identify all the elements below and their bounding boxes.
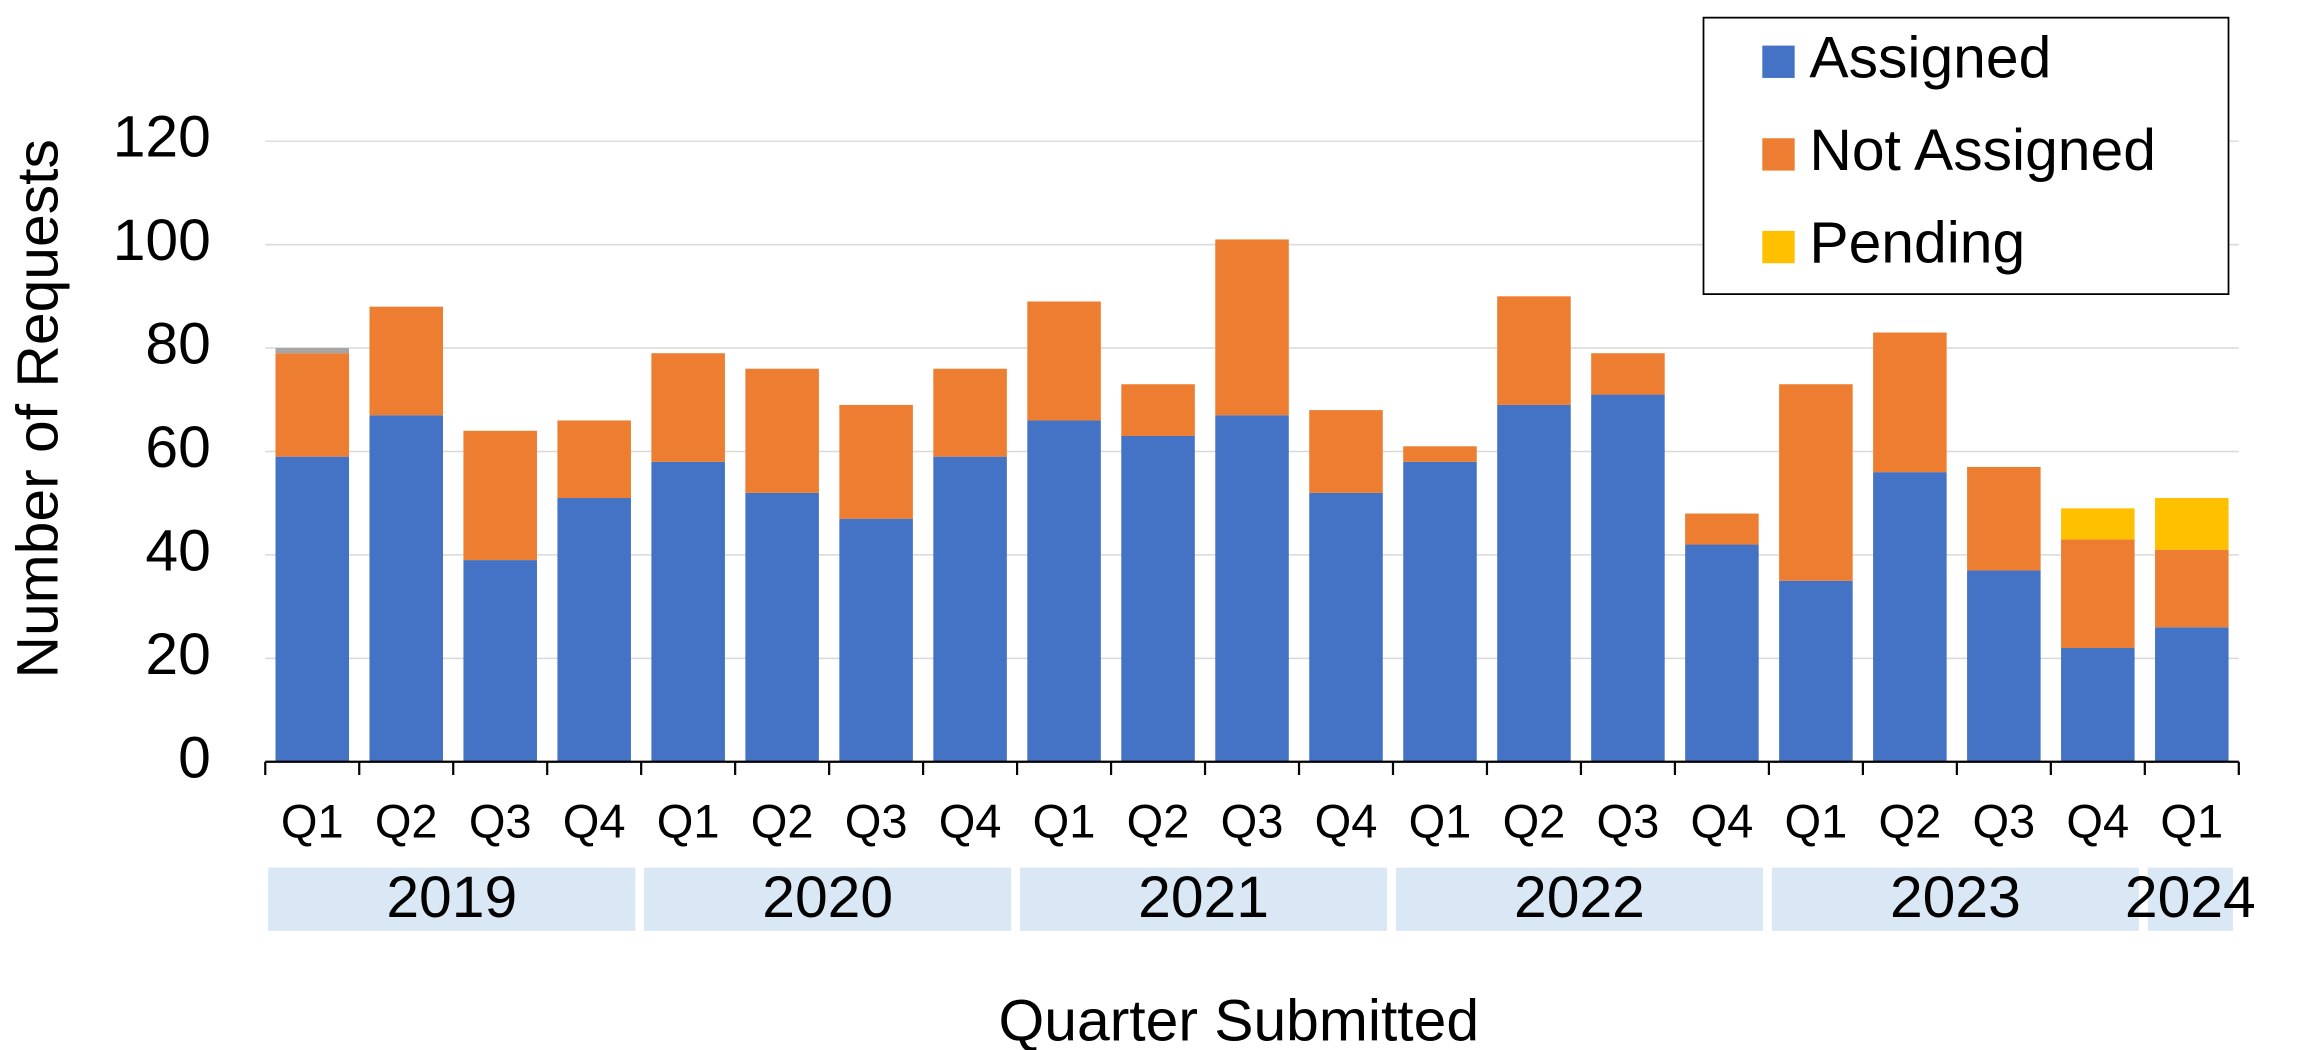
bar-segment: [745, 368, 819, 493]
x-axis-title: Quarter Submitted: [999, 989, 1480, 1050]
bar-segment: [1309, 492, 1383, 762]
legend-swatch: [1762, 45, 1795, 78]
legend-label: Not Assigned: [1809, 118, 2156, 183]
year-box: [1020, 867, 1388, 931]
bar-segment: [1309, 410, 1383, 493]
y-tick-label: 0: [178, 725, 211, 790]
bar-segment: [839, 518, 913, 762]
x-tick-label: Q1: [1785, 794, 1848, 847]
bar-segment: [1403, 446, 1477, 462]
x-tick-label: Q2: [375, 794, 438, 847]
bar-segment: [839, 404, 913, 519]
year-box: [644, 867, 1012, 931]
x-tick-label: Q1: [281, 794, 344, 847]
x-tick-label: Q3: [469, 794, 532, 847]
y-tick-label: 40: [145, 518, 210, 583]
legend-swatch: [1762, 138, 1795, 171]
bar-segment: [1403, 461, 1477, 762]
bar-segment: [745, 492, 819, 762]
bar-segment: [2155, 549, 2229, 628]
year-label: 2021: [1138, 865, 1269, 930]
year-label: 2024: [2125, 865, 2256, 930]
x-tick-label: Q2: [1878, 794, 1941, 847]
bar-segment: [1497, 296, 1571, 405]
x-tick-label: Q3: [1972, 794, 2035, 847]
x-tick-label: Q2: [1503, 794, 1566, 847]
legend-label: Assigned: [1809, 25, 2051, 90]
year-label: 2019: [386, 865, 517, 930]
y-axis-title: Number of Requests: [5, 139, 70, 678]
bar-segment: [557, 498, 631, 762]
legend-label: Pending: [1809, 211, 2025, 276]
y-tick-label: 20: [145, 622, 210, 687]
y-tick-label: 120: [113, 105, 211, 170]
bar-segment: [933, 456, 1007, 762]
bar-segment: [651, 461, 725, 762]
bar-segment: [1779, 580, 1853, 762]
x-tick-label: Q4: [1315, 794, 1378, 847]
bar-segment: [1685, 513, 1759, 545]
y-tick-label: 80: [145, 312, 210, 377]
year-box: [1395, 867, 1764, 931]
bar-segment: [1873, 332, 1947, 473]
x-tick-label: Q1: [2160, 794, 2223, 847]
bar-segment: [2061, 508, 2135, 540]
bar-segment: [275, 456, 350, 762]
x-tick-label: Q4: [939, 794, 1002, 847]
bar-segment: [1121, 384, 1195, 436]
bar-segment: [2155, 627, 2229, 762]
bar-segment: [1497, 404, 1571, 762]
bar-segment: [369, 415, 443, 762]
bar-segment: [651, 353, 725, 462]
x-tick-label: Q3: [845, 794, 908, 847]
bar-segment: [1591, 394, 1665, 762]
legend-swatch: [1762, 230, 1795, 264]
bar-segment: [1967, 466, 2041, 571]
year-box: [2147, 867, 2233, 931]
year-label: 2022: [1514, 865, 1645, 930]
bar-segment: [369, 306, 443, 416]
x-tick-label: Q1: [1409, 794, 1472, 847]
bar-segment: [1685, 544, 1759, 762]
x-tick-label: Q4: [563, 794, 626, 847]
bar-segment: [1121, 435, 1195, 762]
y-tick-label: 100: [113, 208, 211, 273]
y-tick-label: 60: [145, 415, 210, 480]
x-tick-label: Q1: [1033, 794, 1096, 847]
bar-segment: [1027, 420, 1101, 762]
bar-segment: [1215, 415, 1289, 762]
bar-segment: [933, 368, 1007, 457]
x-tick-label: Q2: [1127, 794, 1190, 847]
year-label: 2023: [1890, 865, 2021, 930]
year-label: 2020: [762, 865, 893, 930]
bar-segment: [1027, 301, 1101, 421]
bar-segment: [1779, 384, 1853, 581]
bar-segment: [557, 420, 631, 499]
bar-segment: [1591, 353, 1665, 395]
x-tick-label: Q3: [1597, 794, 1660, 847]
x-tick-label: Q3: [1221, 794, 1284, 847]
x-tick-label: Q4: [2066, 794, 2129, 847]
bar-segment: [2061, 647, 2135, 762]
year-box: [1771, 867, 2139, 931]
bar-segment: [2155, 498, 2229, 550]
bar-segment: [275, 353, 350, 457]
x-tick-label: Q1: [657, 794, 720, 847]
bar-segment: [2061, 539, 2135, 648]
x-tick-label: Q4: [1691, 794, 1754, 847]
bar-segment: [463, 430, 537, 561]
x-tick-label: Q2: [751, 794, 814, 847]
bar-segment: [463, 560, 537, 762]
bar-segment: [275, 348, 350, 354]
bar-segment: [1215, 239, 1289, 416]
bar-segment: [1873, 472, 1947, 762]
year-box: [268, 867, 636, 931]
bar-segment: [1967, 570, 2041, 762]
